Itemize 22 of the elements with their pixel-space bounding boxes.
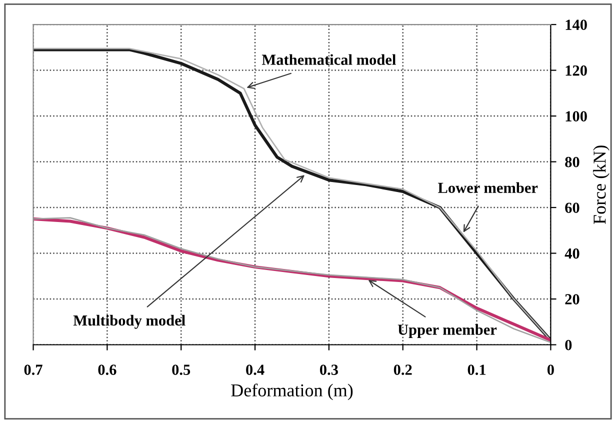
y-tick-label: 120 (566, 65, 587, 76)
annotation: Lower member (438, 182, 538, 194)
x-tick-label: 0.5 (172, 364, 190, 376)
y-tick-label: 80 (565, 156, 580, 168)
annotation: Mathematical model (262, 54, 396, 65)
y-tick-label: 100 (566, 111, 587, 122)
x-tick-label: 0.7 (24, 364, 42, 376)
y-tick-label: 40 (564, 248, 580, 259)
x-tick-label: 0.1 (468, 364, 486, 376)
x-tick-label: 0.6 (98, 364, 116, 376)
y-tick-label: 0 (565, 340, 572, 350)
x-tick-label: 0.2 (394, 364, 412, 376)
x-tick-label: 0.4 (246, 364, 264, 376)
annotation: Multibody model (73, 314, 186, 329)
y-tick-label: 140 (566, 20, 587, 30)
annotation: Upper member (398, 324, 497, 338)
y-axis-title: Force (kN) (593, 146, 610, 224)
y-tick-label: 60 (565, 202, 580, 213)
x-axis-title: Deformation (m) (231, 384, 353, 400)
x-tick-label: 0 (547, 364, 554, 375)
x-tick-label: 0.3 (320, 364, 338, 376)
y-tick-label: 20 (565, 294, 580, 304)
